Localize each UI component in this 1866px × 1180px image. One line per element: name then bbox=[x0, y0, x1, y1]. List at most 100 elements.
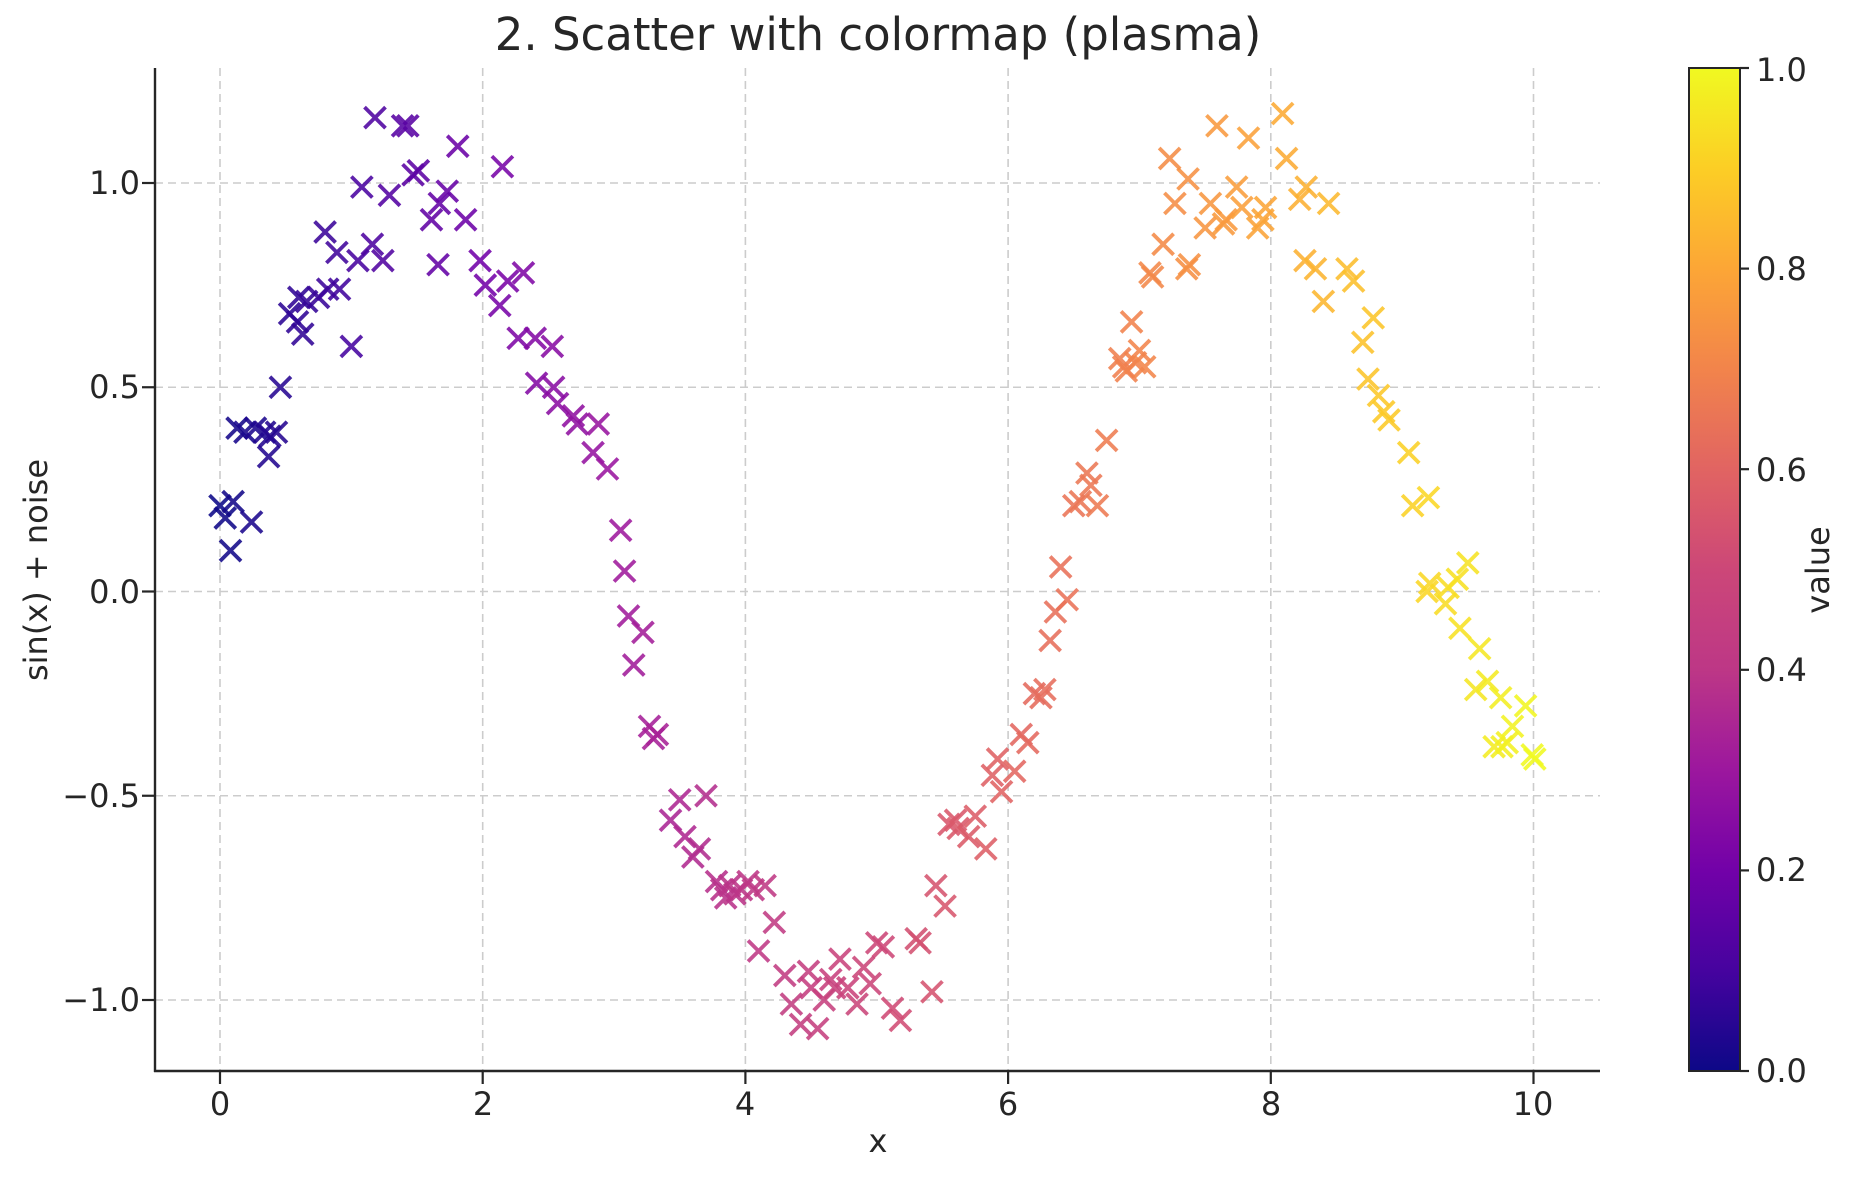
data-point bbox=[327, 277, 352, 302]
data-point bbox=[836, 975, 860, 1000]
data-point bbox=[363, 105, 387, 130]
data-point bbox=[943, 808, 968, 833]
y-tick-label-1.0: 1.0 bbox=[89, 164, 140, 202]
data-point bbox=[1033, 677, 1057, 702]
data-point bbox=[523, 326, 548, 351]
data-point bbox=[1495, 730, 1520, 755]
data-point bbox=[371, 248, 395, 273]
data-point bbox=[350, 175, 374, 199]
data-point bbox=[1287, 187, 1312, 212]
data-point bbox=[1270, 101, 1295, 126]
data-point bbox=[980, 763, 1005, 788]
data-point bbox=[239, 510, 264, 534]
data-point bbox=[845, 992, 869, 1016]
cbar-tick-label-0.6: 0.6 bbox=[1756, 451, 1807, 489]
data-point bbox=[956, 824, 981, 849]
data-point bbox=[1500, 714, 1525, 739]
data-point bbox=[285, 310, 310, 334]
data-point bbox=[1400, 493, 1425, 518]
data-point bbox=[1163, 191, 1187, 216]
data-point bbox=[858, 971, 883, 996]
data-point bbox=[218, 538, 243, 563]
data-point bbox=[1224, 175, 1249, 199]
data-point bbox=[506, 326, 531, 351]
data-point bbox=[828, 947, 852, 971]
cbar-tick-label-0.0: 0.0 bbox=[1756, 1052, 1807, 1090]
cbar-tick-label-0.4: 0.4 bbox=[1756, 651, 1807, 689]
cbar-tick-label-0.2: 0.2 bbox=[1756, 851, 1807, 889]
data-point bbox=[1311, 289, 1336, 314]
data-point bbox=[1132, 354, 1157, 379]
y-tick-label--0.5: −0.5 bbox=[62, 777, 140, 815]
data-point bbox=[1475, 669, 1500, 694]
data-point bbox=[989, 779, 1014, 804]
data-point bbox=[1193, 216, 1217, 240]
cbar-tick-label-1.0: 1.0 bbox=[1756, 51, 1807, 89]
data-point bbox=[667, 787, 692, 812]
data-point bbox=[908, 930, 932, 955]
data-point bbox=[1253, 195, 1278, 220]
y-axis-label: sin(x) + noise bbox=[17, 458, 55, 682]
data-point bbox=[264, 420, 289, 445]
data-point bbox=[779, 992, 804, 1016]
data-point bbox=[339, 334, 364, 359]
data-point bbox=[608, 518, 633, 543]
colorbar bbox=[1688, 66, 1749, 1073]
data-point bbox=[511, 261, 536, 285]
data-point bbox=[445, 134, 470, 159]
data-point bbox=[933, 894, 957, 918]
data-point bbox=[487, 293, 512, 318]
data-point bbox=[290, 322, 315, 346]
data-point bbox=[920, 979, 944, 1004]
data-point bbox=[1341, 269, 1366, 293]
axes bbox=[142, 68, 1600, 1084]
y-tick-label--1.0: −1.0 bbox=[62, 981, 140, 1019]
data-point bbox=[1176, 167, 1200, 191]
data-point bbox=[1055, 587, 1080, 612]
data-point bbox=[805, 1016, 830, 1041]
data-point bbox=[1335, 256, 1359, 281]
data-point bbox=[1366, 383, 1391, 408]
data-point bbox=[1294, 175, 1319, 199]
data-point bbox=[1488, 685, 1513, 710]
cbar-tick-label-0.8: 0.8 bbox=[1756, 250, 1807, 288]
data-point bbox=[1230, 195, 1254, 220]
data-point bbox=[586, 412, 611, 436]
data-point bbox=[419, 207, 444, 232]
data-point bbox=[390, 113, 415, 138]
data-point bbox=[435, 179, 460, 204]
data-point bbox=[1177, 252, 1202, 277]
data-point bbox=[1467, 636, 1492, 661]
data-point bbox=[1079, 473, 1103, 498]
data-point bbox=[395, 113, 420, 138]
data-point bbox=[871, 935, 896, 959]
data-point bbox=[315, 277, 340, 302]
data-point bbox=[1094, 428, 1119, 453]
data-point bbox=[427, 191, 452, 216]
gridlines bbox=[155, 68, 1600, 1071]
data-point bbox=[545, 391, 570, 416]
data-point bbox=[524, 371, 549, 396]
data-point bbox=[1140, 265, 1165, 289]
chart-title: 2. Scatter with colormap (plasma) bbox=[494, 8, 1262, 61]
data-point bbox=[1361, 305, 1386, 330]
data-point bbox=[225, 416, 249, 440]
data-point bbox=[631, 620, 655, 645]
data-point bbox=[851, 955, 876, 980]
data-point bbox=[490, 154, 515, 179]
data-point bbox=[1157, 146, 1182, 171]
data-point bbox=[268, 375, 293, 400]
data-point bbox=[1205, 113, 1229, 138]
data-point bbox=[426, 252, 450, 277]
x-tick-label-2: 2 bbox=[472, 1085, 494, 1123]
x-axis-label: x bbox=[868, 1122, 888, 1160]
data-point bbox=[1236, 126, 1261, 150]
data-point bbox=[1513, 694, 1538, 718]
scatter-points bbox=[208, 101, 1547, 1041]
data-point bbox=[645, 722, 670, 747]
data-point bbox=[1350, 330, 1375, 355]
data-point bbox=[1445, 567, 1470, 592]
data-point bbox=[313, 220, 337, 244]
